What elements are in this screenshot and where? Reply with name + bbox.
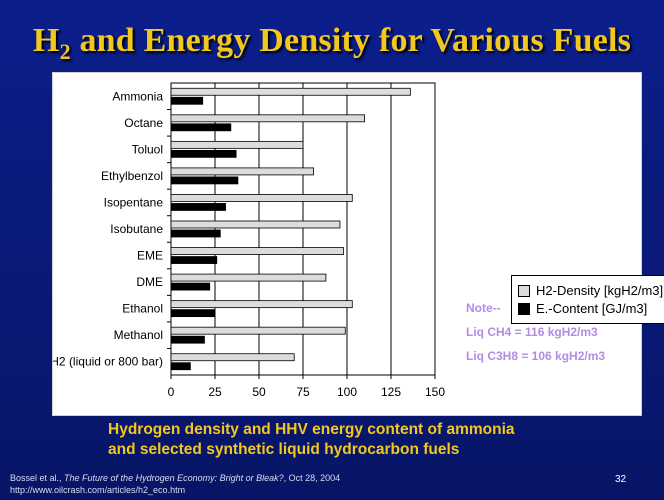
title-subscript: 2 — [59, 38, 71, 64]
bar-energy-content — [170, 256, 218, 264]
bar-h2-density — [170, 300, 353, 309]
bar-energy-content — [170, 282, 211, 291]
bar-energy-content — [170, 229, 221, 238]
category-label: Ethylbenzol — [101, 169, 163, 183]
bar-h2-density — [170, 247, 344, 255]
bar-h2-density — [170, 326, 346, 335]
legend-swatch-energy-content — [518, 302, 530, 315]
x-tick-label: 0 — [168, 385, 175, 399]
note-line-c3h8: Liq C3H8 = 106 kgH2/m3 — [466, 349, 606, 363]
bar-h2-density — [170, 273, 327, 282]
bar-energy-content — [170, 149, 237, 158]
title-h: H — [32, 22, 60, 59]
x-tick-label: 75 — [296, 385, 310, 399]
slide-title: H2 and Energy Density for Various Fuels — [0, 22, 664, 65]
x-tick-label: 100 — [337, 385, 357, 399]
note-box: Note-- Liq CH4 = 116 kgH2/m3 Liq C3H8 = … — [466, 296, 605, 368]
category-label: H2 (liquid or 800 bar) — [53, 355, 163, 369]
legend-label-h2-density: H2-Density [kgH2/m3] — [536, 283, 664, 298]
category-label: Ethanol — [122, 302, 163, 316]
x-tick-label: 125 — [381, 385, 401, 399]
legend-item-energy-content: E.-Content [GJ/m3] — [518, 301, 664, 316]
footer-url[interactable]: http://www.oilcrash.com/articles/h2_eco.… — [10, 485, 186, 495]
legend-item-h2-density: H2-Density [kgH2/m3] — [518, 283, 664, 298]
slide-footer: Bossel et al., The Future of the Hydroge… — [10, 472, 340, 496]
page-number: 32 — [615, 474, 627, 485]
bar-h2-density — [170, 140, 304, 149]
x-tick-label: 50 — [252, 385, 266, 399]
bar-energy-content — [170, 203, 226, 211]
legend-swatch-h2-density — [518, 284, 530, 297]
category-label: Isobutane — [110, 222, 163, 236]
bar-energy-content — [170, 96, 204, 105]
bar-chart: 0 25 50 75 100 125 150 Ammonia Octane Toluol Ethyl… — [53, 82, 445, 399]
bar-h2-density — [170, 167, 314, 176]
category-label: Methanol — [114, 328, 163, 342]
bar-h2-density — [170, 220, 341, 229]
note-heading: Note-- — [466, 301, 501, 315]
x-tick-label: 150 — [425, 385, 445, 399]
title-rest: and Energy Density for Various Fuels — [70, 22, 632, 59]
bar-h2-density — [170, 114, 366, 123]
caption-line-1: Hydrogen density and HHV energy content … — [108, 421, 515, 438]
footer-citation: Bossel et al., The Future of the Hydroge… — [10, 472, 340, 484]
caption-line-2: and selected synthetic liquid hydrocarbo… — [108, 441, 460, 458]
category-label: Octane — [124, 116, 163, 130]
category-label: Isopentane — [104, 195, 164, 209]
category-label: Toluol — [132, 142, 163, 156]
category-label: Ammonia — [112, 89, 163, 103]
chart-caption: Hydrogen density and HHV energy content … — [108, 420, 628, 460]
bar-h2-density — [170, 194, 353, 202]
bar-h2-density — [170, 87, 411, 96]
chart-panel: 0 25 50 75 100 125 150 Ammonia Octane Toluol Ethyl… — [52, 72, 664, 416]
footer-authors: Bossel et al., — [10, 473, 65, 483]
bar-energy-content — [170, 176, 239, 185]
note-line-ch4: Liq CH4 = 116 kgH2/m3 — [466, 325, 598, 339]
x-tick-label: 25 — [208, 385, 222, 399]
legend-label-energy-content: E.-Content [GJ/m3] — [536, 301, 648, 316]
footer-date: , Oct 28, 2004 — [283, 473, 341, 483]
category-label: EME — [137, 249, 163, 263]
bar-energy-content — [170, 362, 191, 371]
category-label: DME — [136, 275, 163, 289]
bar-h2-density — [170, 353, 295, 362]
bar-energy-content — [170, 123, 232, 132]
footer-work-title: The Future of the Hydrogen Economy: Brig… — [64, 473, 284, 483]
bar-energy-content — [170, 335, 205, 344]
bar-energy-content — [170, 309, 216, 318]
chart-legend: H2-Density [kgH2/m3] E.-Content [GJ/m3] — [511, 275, 664, 324]
